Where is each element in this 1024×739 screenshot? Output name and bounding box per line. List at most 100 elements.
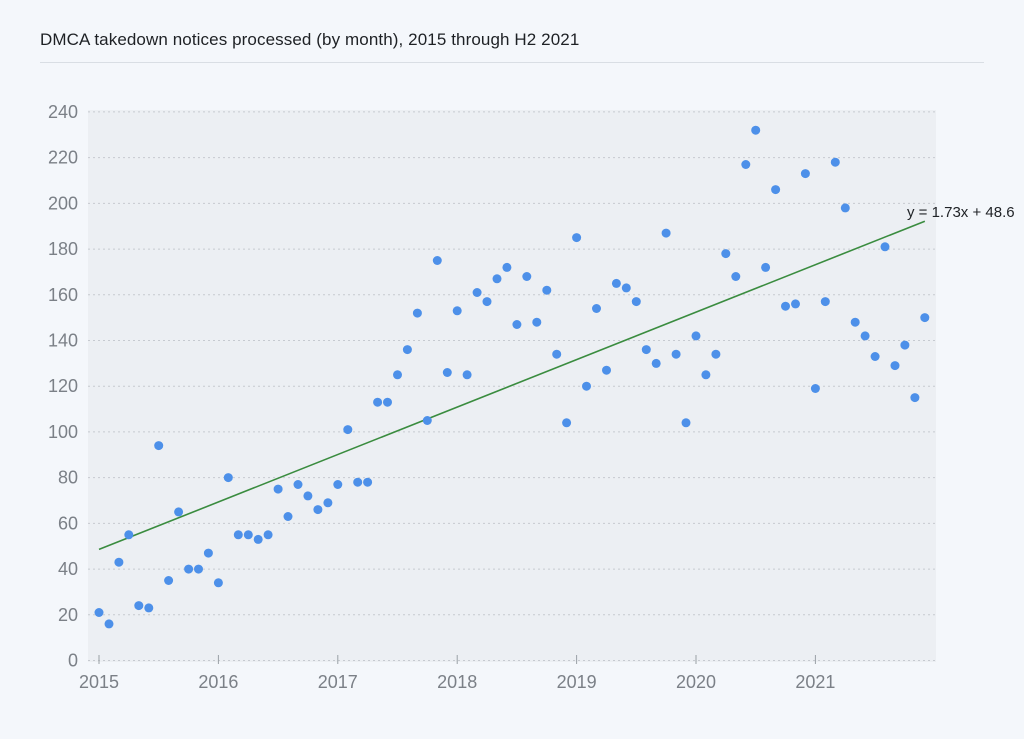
data-point: [194, 564, 203, 574]
data-point: [850, 317, 860, 327]
data-point: [144, 603, 154, 613]
data-point: [661, 228, 671, 238]
data-point: [432, 256, 442, 265]
data-point: [273, 484, 283, 494]
data-point: [781, 301, 790, 311]
chart-title: DMCA takedown notices processed (by mont…: [40, 30, 580, 49]
data-point: [542, 285, 552, 295]
x-axis-tick-label: 2019: [557, 672, 597, 692]
data-point: [651, 358, 661, 368]
data-point: [452, 306, 462, 316]
data-point: [164, 576, 174, 585]
data-point: [890, 361, 900, 371]
x-axis-tick-label: 2018: [437, 672, 477, 692]
data-point: [442, 368, 452, 377]
data-point: [800, 169, 810, 179]
data-point: [263, 530, 273, 540]
data-point: [572, 233, 582, 243]
data-point: [303, 491, 313, 501]
data-point: [393, 370, 402, 380]
data-point: [402, 345, 412, 355]
y-axis-tick-label: 160: [48, 285, 78, 305]
data-point: [283, 512, 293, 521]
y-axis-tick-label: 40: [58, 559, 78, 579]
data-point: [373, 397, 383, 407]
title-divider: [40, 62, 984, 63]
data-point: [860, 331, 870, 341]
data-point: [611, 278, 621, 288]
trend-equation-label: y = 1.73x + 48.6: [907, 204, 1015, 221]
data-point: [691, 331, 701, 341]
y-axis-tick-label: 80: [58, 468, 78, 488]
data-point: [422, 416, 432, 425]
trend-line: [98, 220, 926, 551]
x-axis-tick-label: 2020: [676, 672, 716, 692]
data-point: [333, 480, 343, 489]
data-point: [253, 534, 263, 544]
data-point: [104, 619, 114, 629]
data-point: [840, 203, 850, 213]
data-point: [920, 313, 930, 323]
data-point: [482, 297, 492, 307]
data-point: [134, 601, 144, 611]
data-point: [582, 381, 591, 391]
data-point: [910, 393, 920, 403]
data-point: [701, 370, 711, 380]
y-axis-tick-label: 240: [48, 102, 78, 122]
data-point: [174, 507, 184, 517]
data-point: [213, 578, 223, 588]
data-point: [621, 283, 631, 293]
y-axis-tick-label: 180: [48, 239, 78, 259]
data-point: [681, 418, 691, 428]
data-point: [502, 262, 512, 272]
data-point: [313, 505, 323, 515]
data-point: [870, 352, 880, 361]
data-point: [671, 349, 681, 359]
data-point: [711, 349, 721, 359]
y-axis-tick-label: 120: [48, 376, 78, 396]
y-axis-tick-label: 20: [58, 605, 78, 625]
data-point: [751, 125, 761, 135]
data-point: [731, 272, 741, 281]
data-point: [810, 384, 820, 393]
y-axis-tick-label: 100: [48, 422, 78, 442]
data-point: [233, 530, 243, 540]
data-point: [791, 299, 800, 309]
data-point: [472, 288, 482, 297]
data-point: [562, 418, 572, 428]
data-point: [124, 530, 134, 540]
data-point: [522, 272, 532, 281]
data-point: [243, 530, 253, 540]
data-point: [532, 317, 542, 327]
data-point: [900, 340, 910, 350]
y-axis-tick-label: 0: [68, 651, 78, 671]
data-point: [412, 308, 422, 318]
data-point: [761, 262, 771, 272]
data-point: [592, 304, 601, 313]
data-point: [184, 564, 194, 574]
data-point: [223, 473, 233, 483]
data-point: [641, 345, 651, 355]
data-point: [94, 608, 104, 617]
data-point: [880, 242, 890, 252]
data-point: [602, 365, 611, 375]
data-point: [154, 441, 164, 451]
data-point: [114, 557, 124, 567]
x-axis-tick-label: 2017: [318, 672, 358, 692]
data-point: [830, 157, 840, 167]
y-axis-tick-label: 200: [48, 193, 78, 213]
data-point: [512, 320, 522, 329]
data-point: [293, 480, 303, 489]
x-axis-tick-label: 2021: [795, 672, 835, 692]
data-point: [631, 297, 641, 307]
data-point: [383, 397, 392, 407]
data-point: [462, 370, 472, 380]
y-axis-tick-label: 60: [58, 513, 78, 533]
data-point: [363, 477, 373, 487]
data-point: [203, 548, 213, 558]
data-point: [741, 160, 751, 169]
x-axis-tick-label: 2016: [198, 672, 238, 692]
data-point: [552, 349, 562, 359]
data-point: [820, 297, 830, 307]
